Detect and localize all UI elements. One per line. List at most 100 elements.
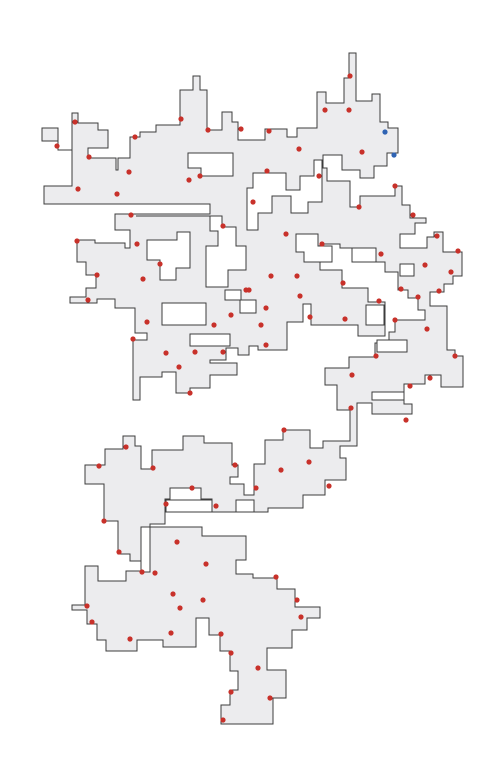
red-node <box>75 186 81 192</box>
red-node <box>424 326 430 332</box>
red-node <box>144 319 150 325</box>
red-node <box>278 467 284 473</box>
maze-hole <box>140 526 151 573</box>
red-node <box>448 269 454 275</box>
red-node <box>74 238 80 244</box>
maze-hole <box>295 233 333 263</box>
red-node <box>168 630 174 636</box>
red-node <box>410 212 416 218</box>
red-node <box>189 485 195 491</box>
red-node <box>319 241 325 247</box>
red-node <box>403 417 409 423</box>
maze-nodes <box>54 73 461 723</box>
red-node <box>347 73 353 79</box>
red-node <box>340 280 346 286</box>
red-node <box>266 128 272 134</box>
red-node <box>436 288 442 294</box>
blue-node <box>382 129 388 135</box>
red-node <box>134 241 140 247</box>
red-node <box>139 569 145 575</box>
red-node <box>101 518 107 524</box>
red-node <box>205 127 211 133</box>
red-node <box>326 483 332 489</box>
red-node <box>228 312 234 318</box>
red-node <box>232 462 238 468</box>
red-node <box>434 233 440 239</box>
red-node <box>250 199 256 205</box>
red-node <box>263 305 269 311</box>
red-node <box>398 286 404 292</box>
red-node <box>296 146 302 152</box>
maze-hole <box>371 391 405 401</box>
red-node <box>427 375 433 381</box>
red-node <box>116 549 122 555</box>
red-node <box>152 570 158 576</box>
blue-node <box>391 152 397 158</box>
red-node <box>356 204 362 210</box>
red-node <box>268 273 274 279</box>
red-node <box>348 405 354 411</box>
red-node <box>123 444 129 450</box>
red-node <box>218 631 224 637</box>
red-node <box>255 665 261 671</box>
red-node <box>157 261 163 267</box>
red-node <box>322 107 328 113</box>
red-node <box>316 173 322 179</box>
red-node <box>150 465 156 471</box>
red-node <box>54 143 60 149</box>
red-node <box>359 149 365 155</box>
red-node <box>114 191 120 197</box>
red-node <box>213 503 219 509</box>
red-node <box>127 636 133 642</box>
red-node <box>263 342 269 348</box>
red-node <box>246 287 252 293</box>
red-node <box>258 322 264 328</box>
red-node <box>376 298 382 304</box>
red-node <box>220 223 226 229</box>
red-node <box>407 383 413 389</box>
maze-hole <box>161 302 207 326</box>
maze-hole <box>136 215 247 288</box>
red-node <box>264 168 270 174</box>
maze-region <box>41 52 464 725</box>
red-node <box>342 316 348 322</box>
red-node <box>306 459 312 465</box>
red-node <box>132 134 138 140</box>
red-node <box>220 717 226 723</box>
red-node <box>455 248 461 254</box>
red-node <box>89 619 95 625</box>
maze-regions <box>41 52 464 725</box>
red-node <box>346 107 352 113</box>
red-node <box>452 353 458 359</box>
red-node <box>163 350 169 356</box>
red-node <box>84 603 90 609</box>
red-node <box>228 689 234 695</box>
red-node <box>86 154 92 160</box>
red-node <box>297 293 303 299</box>
red-node <box>163 501 169 507</box>
red-node <box>392 317 398 323</box>
maze-hole <box>224 289 257 314</box>
red-node <box>378 251 384 257</box>
red-node <box>373 353 379 359</box>
red-node <box>349 372 355 378</box>
maze-hole <box>376 339 408 353</box>
maze-hole <box>165 499 213 513</box>
red-node <box>126 169 132 175</box>
red-node <box>238 126 244 132</box>
red-node <box>415 294 421 300</box>
red-node <box>267 695 273 701</box>
red-node <box>281 427 287 433</box>
red-node <box>186 177 192 183</box>
maze-hole <box>235 499 255 513</box>
red-node <box>197 173 203 179</box>
red-node <box>140 276 146 282</box>
maze-hole <box>246 159 323 231</box>
maze-hole <box>399 263 415 277</box>
red-node <box>298 614 304 620</box>
red-node <box>253 485 259 491</box>
red-node <box>177 605 183 611</box>
red-node <box>178 116 184 122</box>
red-node <box>176 364 182 370</box>
